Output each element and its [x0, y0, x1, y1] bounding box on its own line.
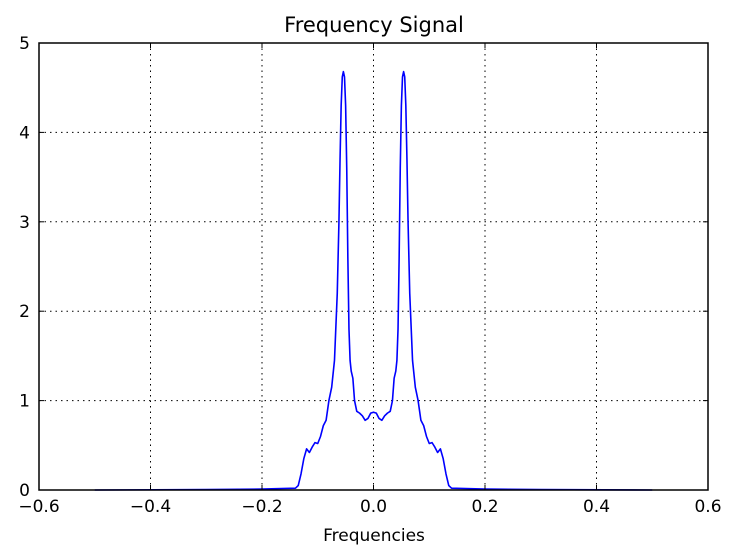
- x-tick-label: 0.0: [360, 497, 387, 517]
- x-tick-label: 0.4: [583, 497, 610, 517]
- chart-title: Frequency Signal: [284, 13, 464, 37]
- y-tick-label: 4: [19, 123, 30, 143]
- x-axis-label: Frequencies: [323, 526, 425, 546]
- x-tick-label: 0.2: [471, 497, 498, 517]
- y-tick-label: 0: [19, 481, 30, 501]
- y-tick-labels: 0 1 2 3 4 5: [19, 34, 30, 501]
- x-tick-labels: −0.6 −0.4 −0.2 0.0 0.2 0.4 0.6: [18, 497, 721, 517]
- x-tick-label: −0.4: [130, 497, 171, 517]
- series-line-1: [94, 70, 653, 491]
- grid: [39, 43, 708, 490]
- x-tick-label: −0.6: [18, 497, 59, 517]
- ticks: [38, 42, 709, 491]
- y-tick-label: 1: [19, 392, 30, 412]
- x-tick-label: 0.6: [694, 497, 721, 517]
- y-tick-label: 3: [19, 213, 30, 233]
- y-tick-label: 2: [19, 302, 30, 322]
- x-tick-label: −0.2: [241, 497, 282, 517]
- series-layer: [94, 70, 653, 491]
- y-tick-label: 5: [19, 34, 30, 54]
